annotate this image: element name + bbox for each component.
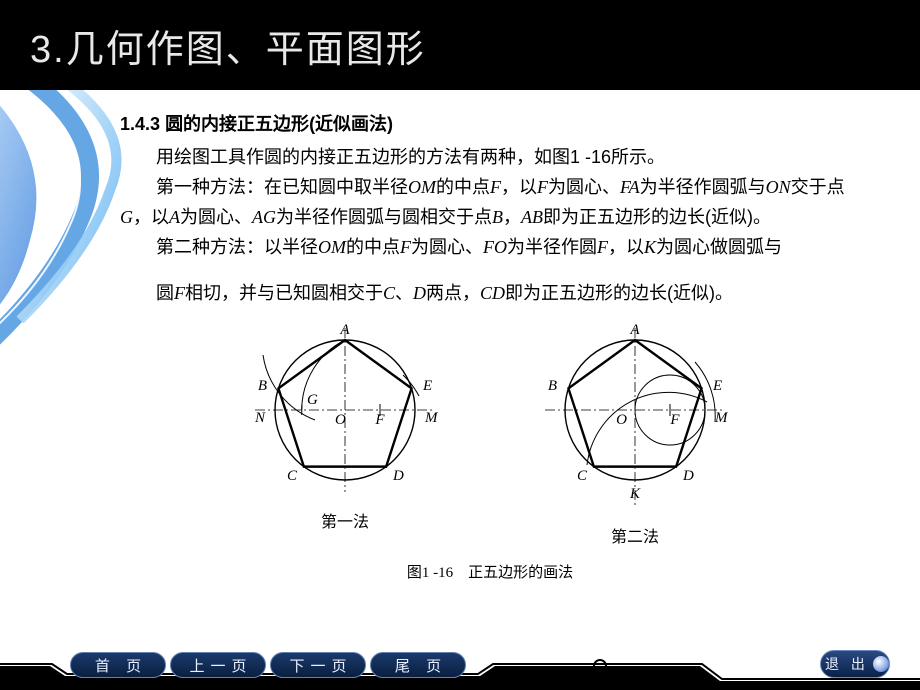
t: ，以 — [501, 177, 537, 197]
t: 为圆心、 — [548, 177, 620, 197]
svg-text:C: C — [577, 468, 588, 484]
sym-ON: ON — [766, 177, 791, 197]
svg-text:A: A — [629, 322, 640, 338]
svg-text:O: O — [616, 412, 627, 428]
svg-text:E: E — [422, 378, 432, 394]
sym-F: F — [174, 283, 185, 303]
t: 为圆心、 — [180, 207, 252, 227]
sym-F: F — [537, 177, 548, 197]
sym-FO: FO — [483, 237, 507, 257]
sym-CD: CD — [480, 283, 505, 303]
figure-method2: A B C D E F M O K 第二法 — [535, 320, 735, 547]
figure-method1: A B C D E F G M N O 第一法 — [245, 320, 445, 547]
t: ， — [503, 207, 521, 227]
sym-AB: AB — [521, 207, 543, 227]
svg-text:B: B — [258, 378, 267, 394]
svg-text:F: F — [374, 412, 385, 428]
sym-B: B — [492, 207, 503, 227]
t: 、 — [395, 283, 413, 303]
svg-text:O: O — [335, 412, 346, 428]
subcaption-1: 第一法 — [245, 508, 445, 532]
section-title: 圆的内接正五边形 — [165, 114, 309, 134]
t: 即为正五边形的边长(近似)。 — [543, 207, 771, 227]
t: 的中点 — [436, 177, 490, 197]
svg-text:N: N — [254, 410, 266, 426]
bottom-bar: 首 页 上一页 下一页 尾 页 退 出 — [0, 626, 920, 690]
svg-text:C: C — [287, 468, 298, 484]
t: 相切，并与已知圆相交于 — [185, 283, 383, 303]
sym-AG: AG — [252, 207, 276, 227]
method2-continue: 圆F相切，并与已知圆相交于C、D两点，CD即为正五边形的边长(近似)。 — [120, 278, 860, 308]
nav-first-button[interactable]: 首 页 — [70, 652, 166, 678]
intro-paragraph: 用绘图工具作圆的内接正五边形的方法有两种，如图1 -16所示。 — [120, 142, 860, 172]
sym-D: D — [413, 283, 426, 303]
t: 为半径作圆弧与 — [640, 177, 766, 197]
exit-label: 退 出 — [825, 654, 869, 674]
t: 为圆心、 — [411, 237, 483, 257]
header-bar: 3.几何作图、平面图形 — [0, 0, 920, 90]
sym-A: A — [169, 207, 180, 227]
t: 两点， — [426, 283, 480, 303]
t: 为半径作圆弧与圆相交于点 — [276, 207, 492, 227]
page-title: 3.几何作图、平面图形 — [30, 18, 426, 73]
svg-text:D: D — [392, 468, 404, 484]
sym-OM: OM — [408, 177, 436, 197]
t: 的中点 — [346, 237, 400, 257]
svg-text:M: M — [714, 410, 729, 426]
figure-caption: 图1 -16 正五边形的画法 — [120, 561, 860, 582]
svg-text:A: A — [339, 322, 350, 338]
sym-F: F — [400, 237, 411, 257]
nav-next-button[interactable]: 下一页 — [270, 652, 366, 678]
exit-button[interactable]: 退 出 — [820, 650, 890, 678]
t: 第二种方法：以半径 — [156, 237, 318, 257]
svg-text:F: F — [669, 412, 680, 428]
method2-paragraph: 第二种方法：以半径OM的中点F为圆心、FO为半径作圆F，以K为圆心做圆弧与 — [120, 232, 860, 262]
t: 为圆心做圆弧与 — [656, 237, 782, 257]
t: 圆 — [156, 283, 174, 303]
t: ，以 — [133, 207, 169, 227]
subcaption-2: 第二法 — [535, 523, 735, 547]
t: ，以 — [608, 237, 644, 257]
sym-K: K — [644, 237, 656, 257]
svg-text:D: D — [682, 468, 694, 484]
sym-FA: FA — [620, 177, 640, 197]
t: 交于点 — [791, 177, 845, 197]
sym-G: G — [120, 207, 133, 227]
section-paren: (近似画法) — [309, 114, 393, 134]
section-heading: 1.4.3 圆的内接正五边形(近似画法) — [120, 110, 860, 136]
exit-orb-icon — [873, 656, 889, 672]
t: 即为正五边形的边长(近似)。 — [505, 283, 733, 303]
svg-text:K: K — [629, 486, 641, 502]
sym-F: F — [490, 177, 501, 197]
svg-text:M: M — [424, 410, 439, 426]
sym-C: C — [383, 283, 395, 303]
sym-OM: OM — [318, 237, 346, 257]
section-number: 1.4.3 — [120, 114, 160, 134]
method1-paragraph: 第一种方法：在已知圆中取半径OM的中点F，以F为圆心、FA为半径作圆弧与ON交于… — [120, 172, 860, 232]
svg-text:G: G — [307, 392, 318, 408]
sym-F: F — [597, 237, 608, 257]
nav-prev-button[interactable]: 上一页 — [170, 652, 266, 678]
content-area: 1.4.3 圆的内接正五边形(近似画法) 用绘图工具作圆的内接正五边形的方法有两… — [0, 90, 920, 582]
svg-text:E: E — [712, 378, 722, 394]
figure-row: A B C D E F G M N O 第一法 — [120, 320, 860, 547]
nav-buttons: 首 页 上一页 下一页 尾 页 — [70, 652, 466, 678]
t: 第一种方法：在已知圆中取半径 — [156, 177, 408, 197]
svg-text:B: B — [548, 378, 557, 394]
nav-last-button[interactable]: 尾 页 — [370, 652, 466, 678]
t: 为半径作圆 — [507, 237, 597, 257]
